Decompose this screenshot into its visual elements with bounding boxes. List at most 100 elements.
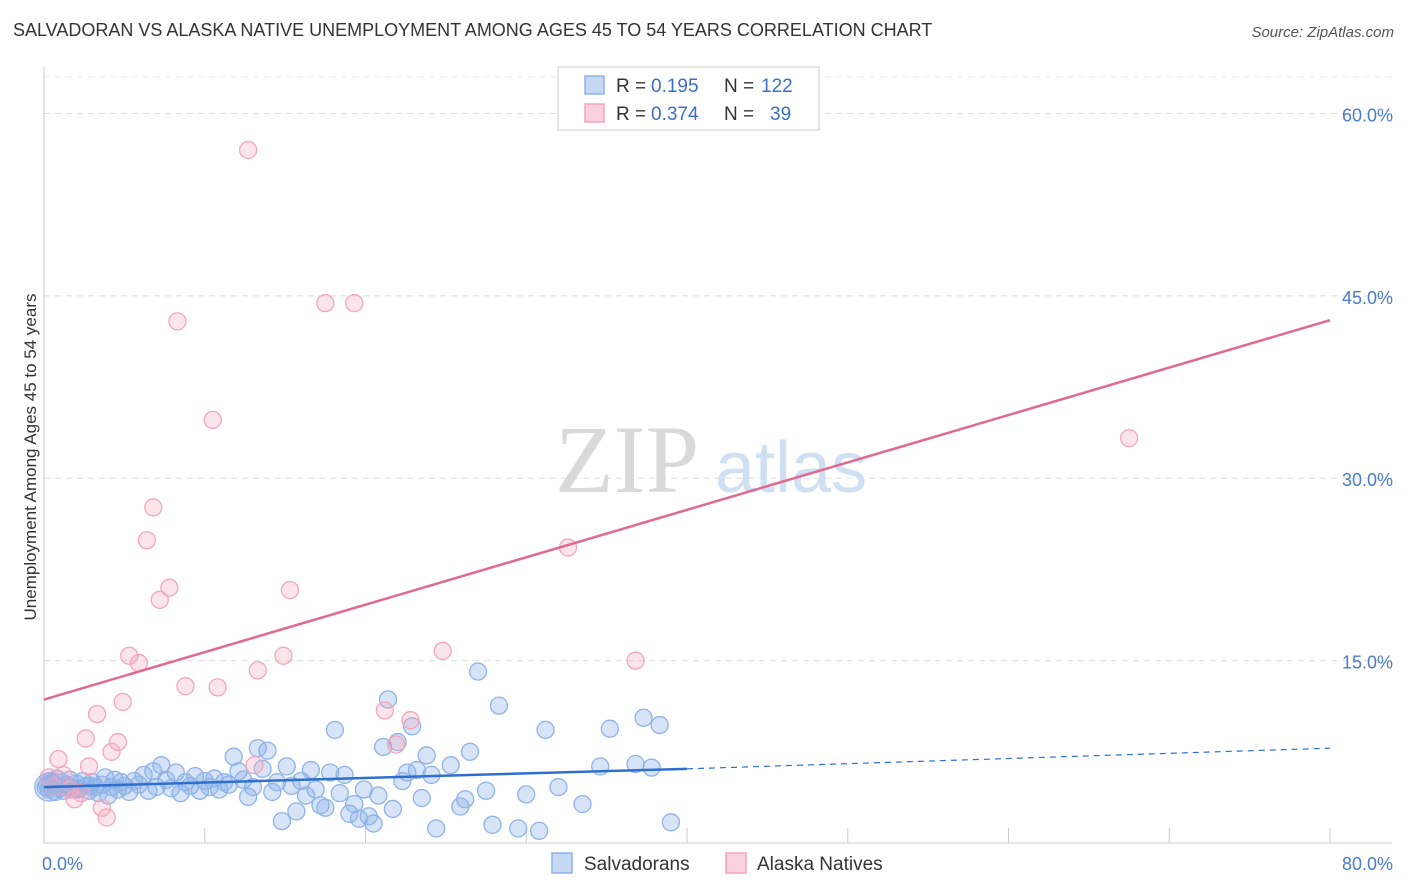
alaska-natives-point	[239, 140, 258, 160]
alaska-natives-point	[316, 294, 335, 313]
source-note: Source: ZipAtlas.com	[1251, 24, 1394, 41]
legend-r-label-1: R =	[616, 76, 646, 97]
alaska-natives-point	[97, 808, 116, 827]
salvadorans-point	[573, 794, 592, 814]
series-legend-label-salvadorans: Salvadorans	[584, 854, 690, 875]
alaska-natives-point	[626, 651, 645, 670]
salvadorans-point	[287, 802, 306, 821]
salvadorans-point	[325, 720, 345, 740]
salvadorans-point	[402, 717, 422, 736]
salvadorans-point	[340, 804, 359, 823]
salvadorans-point	[460, 742, 480, 761]
salvadorans-point	[600, 719, 619, 738]
salvadorans-point	[517, 785, 536, 804]
x-tick-label-80: 80.0%	[1342, 854, 1393, 874]
salvadorans-point	[219, 775, 239, 794]
y-axis-title: Unemployment Among Ages 45 to 54 years	[21, 294, 40, 621]
salvadorans-point	[239, 787, 258, 806]
alaska-natives-point	[386, 735, 406, 754]
salvadorans-trend-extension	[686, 747, 1331, 770]
salvadorans-point	[282, 776, 301, 796]
grid-lines	[44, 76, 1392, 662]
alaska-natives-point	[208, 678, 227, 697]
salvadorans-point	[483, 815, 502, 834]
salvadorans-point	[549, 777, 568, 797]
salvadorans-point	[509, 819, 528, 838]
salvadorans-point	[650, 715, 669, 735]
salvadorans-point	[185, 766, 205, 786]
salvadorans-point	[364, 814, 383, 833]
salvadorans-point	[476, 781, 496, 800]
alaska-natives-point	[102, 742, 121, 761]
alaska-natives-point	[71, 783, 91, 803]
salvadorans-point	[378, 690, 398, 709]
legend-swatch-salvadorans	[584, 75, 605, 95]
legend-r-label-2: R =	[616, 104, 646, 125]
salvadorans-point	[441, 756, 460, 775]
alaska-natives-point	[108, 732, 128, 752]
series-legend: Salvadorans Alaska Natives	[551, 852, 883, 875]
y-tick-label-30: 30.0%	[1342, 470, 1393, 490]
salvadorans-point	[489, 696, 509, 715]
salvadorans-point	[335, 765, 354, 785]
alaska-natives-point	[345, 294, 364, 313]
legend-swatch-alaska-natives	[584, 103, 605, 123]
salvadorans-point	[311, 796, 330, 815]
alaska-natives-point	[49, 749, 68, 769]
salvadorans-point	[345, 794, 364, 814]
y-tick-label-45: 45.0%	[1342, 288, 1393, 308]
tick-labels: 15.0% 30.0% 45.0% 60.0% 0.0% 80.0%	[42, 105, 1393, 874]
series-legend-swatch-salvadorans	[551, 852, 573, 874]
alaska-natives-point	[248, 661, 267, 680]
alaska-natives-point	[1119, 428, 1139, 448]
salvadorans-point	[661, 813, 681, 832]
data-points	[34, 140, 1139, 840]
series-legend-swatch-alaska-natives	[725, 852, 747, 874]
salvadorans-point	[263, 782, 282, 802]
salvadorans-point	[267, 773, 287, 792]
salvadorans-point	[412, 788, 431, 808]
chart-title: SALVADORAN VS ALASKA NATIVE UNEMPLOYMENT…	[13, 20, 933, 40]
alaska-natives-point	[92, 798, 112, 817]
legend-n-label-1: N =	[724, 76, 754, 97]
salvadorans-point	[529, 821, 549, 840]
alaska-natives-point	[203, 410, 222, 430]
salvadorans-point	[224, 747, 243, 766]
salvadorans-point	[634, 708, 653, 727]
salvadorans-point	[301, 760, 320, 780]
y-tick-label-15: 15.0%	[1342, 653, 1393, 673]
alaska-natives-point	[401, 711, 420, 730]
salvadorans-point	[229, 762, 248, 781]
salvadorans-point	[258, 741, 277, 760]
alaska-natives-point	[176, 677, 195, 696]
alaska-natives-point	[113, 692, 132, 712]
salvadorans-point	[166, 763, 185, 782]
legend-r-value-1: 0.195	[651, 76, 699, 97]
salvadorans-point	[642, 758, 661, 777]
salvadorans-point	[171, 783, 190, 803]
salvadorans-point	[330, 783, 349, 803]
salvadorans-point	[536, 720, 555, 740]
salvadorans-point	[243, 777, 263, 797]
alaska-natives-point	[76, 729, 95, 748]
alaska-natives-point	[280, 580, 300, 600]
legend-n-value-1: 122	[761, 76, 793, 97]
salvadorans-trend-line	[43, 767, 688, 789]
alaska-natives-point	[79, 757, 99, 776]
salvadorans-point	[277, 757, 296, 776]
alaska-natives-point	[245, 756, 264, 775]
series-legend-label-alaska-natives: Alaska Natives	[757, 854, 883, 875]
x-tick-label-0: 0.0%	[42, 854, 83, 874]
salvadorans-point	[234, 770, 253, 789]
alaska-natives-point	[150, 590, 169, 609]
salvadorans-point	[456, 790, 475, 809]
alaska-natives-point	[274, 646, 293, 665]
salvadorans-point	[417, 746, 436, 765]
trend-lines	[43, 318, 1331, 789]
alaska-natives-point	[160, 578, 179, 597]
legend-r-value-2: 0.374	[651, 104, 699, 125]
alaska-natives-point	[375, 701, 394, 720]
stats-legend: R = 0.195 N = 122 R = 0.374 N = 39	[557, 66, 820, 131]
alaska-natives-point	[137, 531, 157, 550]
salvadorans-point	[316, 798, 335, 817]
